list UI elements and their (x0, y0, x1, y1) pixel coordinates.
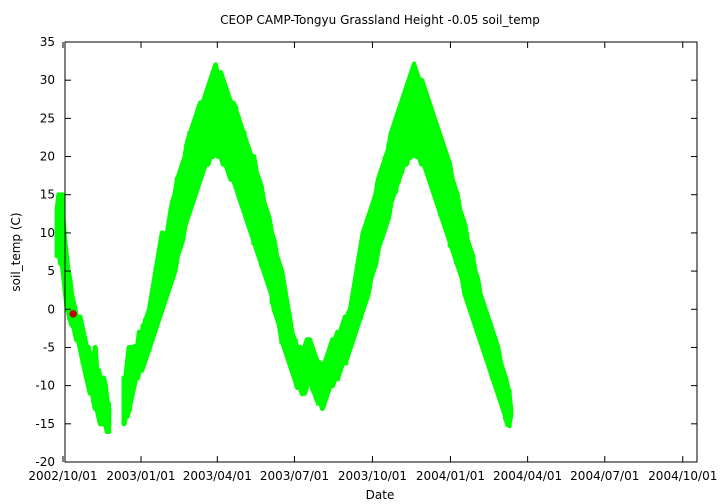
y-axis: -20 -15 -10 -5 0 5 10 15 20 25 30 35 (35, 35, 697, 469)
x-axis: 2002/10/01 2003/01/01 2003/04/01 2003/07/01… (28, 42, 717, 483)
y-tick-label: 0 (47, 302, 55, 316)
y-tick-label: 25 (40, 111, 55, 125)
y-tick-label: 35 (40, 35, 55, 49)
x-axis-label: Date (366, 488, 395, 502)
y-tick-label: 30 (40, 73, 55, 87)
y-tick-label: -15 (35, 417, 55, 431)
x-tick-label: 2004/01/01 (416, 469, 485, 483)
x-tick-label: 2004/07/01 (570, 469, 639, 483)
x-tick-label: 2002/10/01 (28, 469, 97, 483)
y-tick-label: 5 (47, 264, 55, 278)
y-tick-label: -20 (35, 455, 55, 469)
y-tick-label: -10 (35, 379, 55, 393)
y-tick-label: -5 (43, 340, 55, 354)
green-series (54, 61, 514, 434)
flagged-point (69, 310, 77, 318)
x-tick-label: 2004/04/01 (493, 469, 562, 483)
y-axis-label: soil_temp (C) (9, 212, 23, 291)
x-tick-label: 2004/10/01 (648, 469, 717, 483)
y-tick-label: 20 (40, 150, 55, 164)
y-tick-label: 15 (40, 188, 55, 202)
x-tick-label: 2003/01/01 (106, 469, 175, 483)
chart-title: CEOP CAMP-Tongyu Grassland Height -0.05 … (220, 13, 540, 27)
x-tick-label: 2003/07/01 (260, 469, 329, 483)
y-tick-label: 10 (40, 226, 55, 240)
x-tick-label: 2003/10/01 (338, 469, 407, 483)
x-tick-label: 2003/04/01 (183, 469, 252, 483)
plot-frame (64, 41, 698, 463)
red-series (69, 310, 77, 318)
